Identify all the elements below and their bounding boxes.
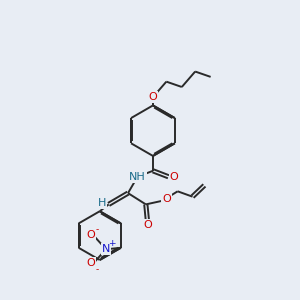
Text: O: O bbox=[86, 258, 94, 268]
Text: NH: NH bbox=[129, 172, 146, 182]
Text: O: O bbox=[162, 194, 171, 204]
Text: O: O bbox=[143, 220, 152, 230]
Text: O: O bbox=[169, 172, 178, 182]
Text: O: O bbox=[86, 230, 94, 240]
Text: +: + bbox=[108, 239, 115, 248]
Text: O: O bbox=[148, 92, 157, 102]
Text: N: N bbox=[102, 244, 110, 254]
Text: -: - bbox=[95, 225, 98, 234]
Text: -: - bbox=[95, 266, 98, 274]
Text: H: H bbox=[98, 198, 106, 208]
